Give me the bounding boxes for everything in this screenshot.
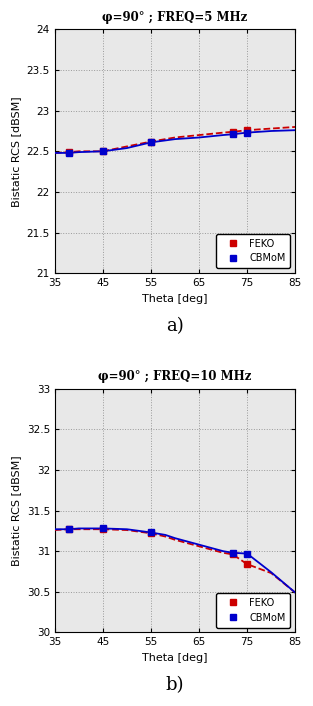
FEKO bbox=[149, 529, 153, 537]
FEKO bbox=[231, 550, 235, 558]
CBMoM bbox=[67, 149, 71, 157]
Title: φ=90° ; FREQ=10 MHz: φ=90° ; FREQ=10 MHz bbox=[98, 371, 252, 383]
Text: b): b) bbox=[166, 676, 184, 694]
Y-axis label: Bistatic RCS [dBSM]: Bistatic RCS [dBSM] bbox=[11, 96, 21, 207]
CBMoM bbox=[67, 525, 71, 534]
Y-axis label: Bistatic RCS [dBSM]: Bistatic RCS [dBSM] bbox=[11, 455, 21, 566]
FEKO bbox=[101, 525, 105, 534]
CBMoM bbox=[231, 549, 235, 557]
Legend: FEKO, CBMoM: FEKO, CBMoM bbox=[216, 234, 290, 268]
Line: CBMoM: CBMoM bbox=[66, 526, 250, 556]
X-axis label: Theta [deg]: Theta [deg] bbox=[142, 294, 208, 304]
Text: a): a) bbox=[166, 317, 184, 335]
Title: φ=90° ; FREQ=5 MHz: φ=90° ; FREQ=5 MHz bbox=[102, 11, 248, 24]
FEKO bbox=[67, 525, 71, 534]
FEKO bbox=[245, 126, 249, 134]
CBMoM bbox=[231, 130, 235, 138]
FEKO bbox=[101, 147, 105, 155]
FEKO bbox=[231, 128, 235, 136]
CBMoM bbox=[245, 128, 249, 137]
X-axis label: Theta [deg]: Theta [deg] bbox=[142, 653, 208, 663]
CBMoM bbox=[101, 147, 105, 155]
FEKO bbox=[67, 148, 71, 156]
Line: CBMoM: CBMoM bbox=[66, 130, 250, 156]
FEKO bbox=[245, 560, 249, 568]
Legend: FEKO, CBMoM: FEKO, CBMoM bbox=[216, 593, 290, 628]
Line: FEKO: FEKO bbox=[66, 527, 250, 567]
CBMoM bbox=[245, 549, 249, 558]
Line: FEKO: FEKO bbox=[66, 127, 250, 155]
CBMoM bbox=[149, 528, 153, 537]
FEKO bbox=[149, 138, 153, 146]
CBMoM bbox=[149, 138, 153, 147]
CBMoM bbox=[101, 524, 105, 532]
